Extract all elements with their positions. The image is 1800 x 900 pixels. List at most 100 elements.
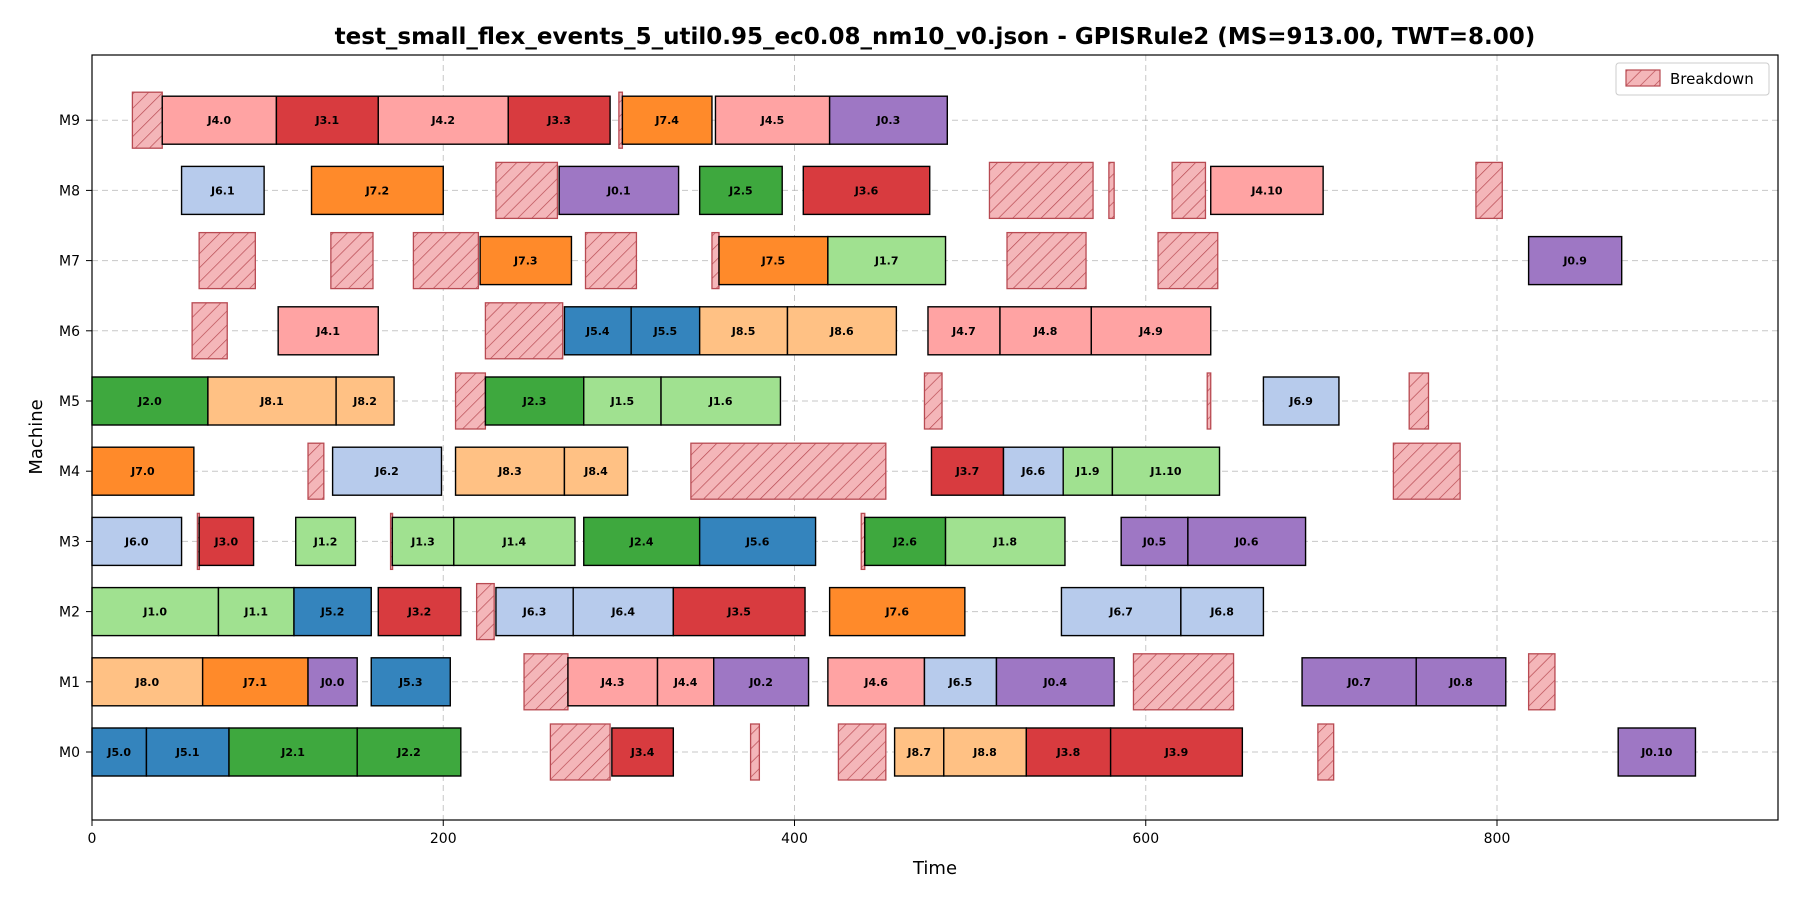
operation-j4-4: J4.4 xyxy=(656,657,715,707)
breakdown-block xyxy=(1108,161,1115,220)
operation-j7-1: J7.1 xyxy=(201,657,309,707)
operation-bar xyxy=(91,586,220,637)
operation-j8-7: J8.7 xyxy=(893,727,945,777)
operation-bar xyxy=(698,516,817,567)
operation-bar xyxy=(479,235,573,286)
operation-j6-6: J6.6 xyxy=(1002,446,1064,496)
operation-j6-2: J6.2 xyxy=(331,446,443,496)
operation-label: J5.1 xyxy=(175,746,200,759)
operation-j8-5: J8.5 xyxy=(698,306,789,356)
operation-label: J0.4 xyxy=(1043,676,1068,689)
operation-label: J4.7 xyxy=(951,325,976,338)
operation-bar xyxy=(567,657,659,707)
operation-label: J4.9 xyxy=(1138,325,1163,338)
operation-j0-7: J0.7 xyxy=(1301,657,1417,707)
operation-j0-8: J0.8 xyxy=(1415,657,1507,707)
operation-bar xyxy=(391,516,455,567)
operation-bar xyxy=(91,446,195,496)
breakdown-block xyxy=(1171,161,1207,220)
operation-j0-9: J0.9 xyxy=(1527,235,1623,286)
operation-bar xyxy=(91,516,183,567)
breakdown-block xyxy=(495,161,559,220)
operation-label: J6.0 xyxy=(124,535,149,548)
y-tick-label-m8: M8 xyxy=(59,183,80,199)
operation-label: J1.2 xyxy=(313,535,338,548)
operation-bar xyxy=(672,586,806,637)
y-tick-label-m9: M9 xyxy=(59,113,80,129)
operation-bar xyxy=(1210,165,1324,216)
operation-j1-1: J1.1 xyxy=(217,586,295,637)
operation-label: J8.0 xyxy=(135,676,160,689)
operation-j6-9: J6.9 xyxy=(1262,376,1340,426)
operation-label: J6.3 xyxy=(522,606,547,619)
operation-j2-6: J2.6 xyxy=(864,516,947,567)
operation-bar xyxy=(377,586,462,637)
operation-j3-3: J3.3 xyxy=(507,95,611,145)
operation-label: J8.4 xyxy=(583,465,608,478)
breakdown-block xyxy=(191,302,228,360)
x-axis-label: Time xyxy=(912,858,957,879)
operation-j7-5: J7.5 xyxy=(718,235,829,286)
operation-label: J5.3 xyxy=(398,676,423,689)
operation-label: J1.5 xyxy=(610,395,635,408)
breakdown-block xyxy=(1475,161,1503,220)
operation-j4-10: J4.10 xyxy=(1210,165,1324,216)
operation-label: J6.8 xyxy=(1209,606,1234,619)
operation-label: J7.4 xyxy=(654,114,679,127)
operation-j1-0: J1.0 xyxy=(91,586,220,637)
breakdown-block xyxy=(837,723,887,781)
operation-label: J2.3 xyxy=(522,395,547,408)
operation-label: J1.3 xyxy=(410,535,435,548)
operation-j8-6: J8.6 xyxy=(786,306,898,356)
breakdown-block xyxy=(1392,442,1461,500)
operation-j6-7: J6.7 xyxy=(1060,586,1182,637)
operation-label: J3.2 xyxy=(407,606,432,619)
operation-bar xyxy=(91,376,209,426)
y-tick-label-m5: M5 xyxy=(59,394,80,410)
breakdown-block xyxy=(584,231,638,290)
operation-label: J6.9 xyxy=(1288,395,1313,408)
operation-bar xyxy=(293,586,372,637)
operation-bar xyxy=(563,446,629,496)
operation-j1-9: J1.9 xyxy=(1062,446,1114,496)
operation-j4-1: J4.1 xyxy=(277,306,379,356)
breakdown-block xyxy=(484,302,564,360)
operation-bar xyxy=(1090,306,1212,356)
operation-j4-0: J4.0 xyxy=(161,95,278,145)
operation-label: J3.1 xyxy=(315,114,340,127)
operation-label: J4.10 xyxy=(1250,184,1283,197)
operation-label: J3.8 xyxy=(1056,746,1081,759)
operation-label: J7.3 xyxy=(513,255,538,268)
operation-j0-3: J0.3 xyxy=(828,95,948,145)
operation-label: J0.9 xyxy=(1562,255,1587,268)
operation-bar xyxy=(943,727,1028,777)
x-tick-label: 200 xyxy=(430,831,457,847)
operation-bar xyxy=(1002,446,1064,496)
operation-bar xyxy=(698,306,789,356)
operation-label: J6.1 xyxy=(210,184,235,197)
operation-j3-6: J3.6 xyxy=(802,165,931,216)
operation-label: J3.3 xyxy=(546,114,571,127)
operation-bar xyxy=(1180,586,1265,637)
operation-bar xyxy=(198,516,255,567)
operation-j3-7: J3.7 xyxy=(930,446,1005,496)
breakdown-block xyxy=(330,231,374,290)
operation-bar xyxy=(484,376,585,426)
operation-label: J2.6 xyxy=(892,535,917,548)
operation-j8-2: J8.2 xyxy=(335,376,395,426)
operation-j8-3: J8.3 xyxy=(454,446,566,496)
operation-bar xyxy=(714,95,831,145)
operation-bar xyxy=(656,657,715,707)
operation-label: J4.4 xyxy=(673,676,698,689)
breakdown-block xyxy=(1317,723,1335,781)
x-tick-label: 600 xyxy=(1132,831,1159,847)
operation-label: J3.0 xyxy=(214,535,239,548)
operation-label: J1.4 xyxy=(502,535,527,548)
operation-j1-6: J1.6 xyxy=(660,376,782,426)
breakdown-block xyxy=(523,653,569,711)
operation-label: J5.0 xyxy=(106,746,131,759)
operation-j2-4: J2.4 xyxy=(583,516,701,567)
operation-bar xyxy=(1111,446,1221,496)
operation-label: J8.8 xyxy=(972,746,997,759)
breakdown-block xyxy=(690,442,887,500)
